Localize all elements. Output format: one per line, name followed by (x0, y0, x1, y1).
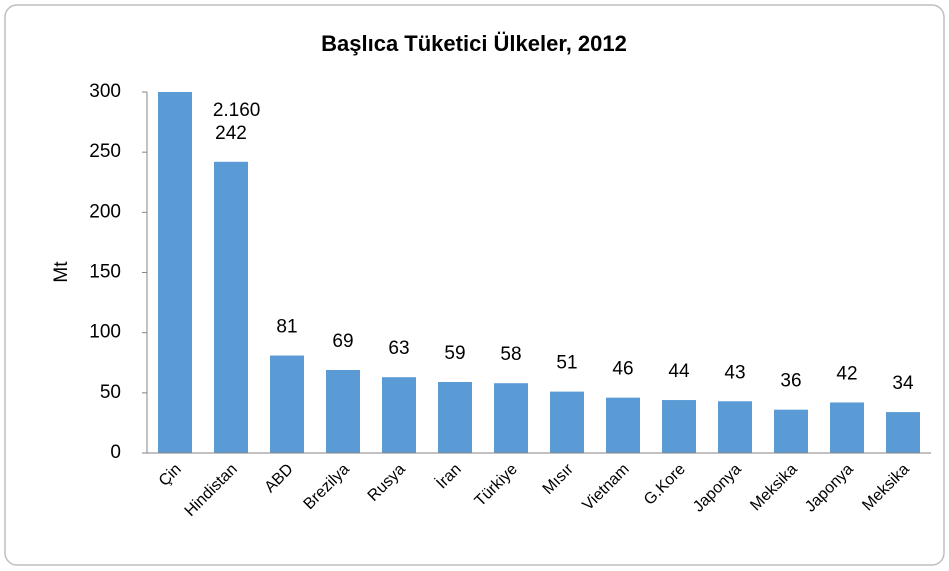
bar (382, 377, 416, 453)
bar (662, 400, 696, 453)
chart-border (4, 4, 945, 566)
bar (270, 355, 304, 453)
data-label: 46 (612, 359, 633, 380)
bar (494, 383, 528, 453)
chart-title: Başlıca Tüketici Ülkeler, 2012 (321, 31, 627, 56)
bar (326, 369, 360, 453)
bar (606, 397, 640, 453)
data-label: 69 (332, 331, 353, 352)
data-label: 2.160 (213, 100, 261, 121)
bar (438, 382, 472, 453)
data-label: 63 (388, 338, 409, 359)
bar (214, 161, 248, 453)
y-tick-label: 250 (89, 141, 121, 162)
data-label: 59 (444, 343, 465, 364)
data-label: 51 (556, 353, 577, 374)
bar (774, 409, 808, 453)
bar (550, 391, 584, 453)
y-tick-label: 300 (89, 81, 121, 102)
data-label: 44 (668, 361, 690, 382)
data-label: 58 (500, 344, 521, 365)
y-tick-label: 0 (110, 442, 121, 463)
bars (158, 92, 920, 453)
y-tick-label: 150 (89, 262, 121, 283)
y-tick-label: 50 (100, 382, 121, 403)
data-label: 43 (724, 362, 745, 383)
y-axis-label: Mt (51, 261, 72, 283)
bar (158, 92, 192, 453)
data-label: 36 (780, 371, 801, 392)
bar (886, 412, 920, 453)
data-label: 42 (836, 363, 857, 384)
data-label: 242 (215, 123, 247, 144)
bar (718, 401, 752, 453)
y-tick-label: 100 (89, 322, 121, 343)
data-label: 81 (276, 317, 297, 338)
y-tick-label: 200 (89, 201, 121, 222)
bar (830, 402, 864, 453)
data-label: 34 (892, 373, 914, 394)
